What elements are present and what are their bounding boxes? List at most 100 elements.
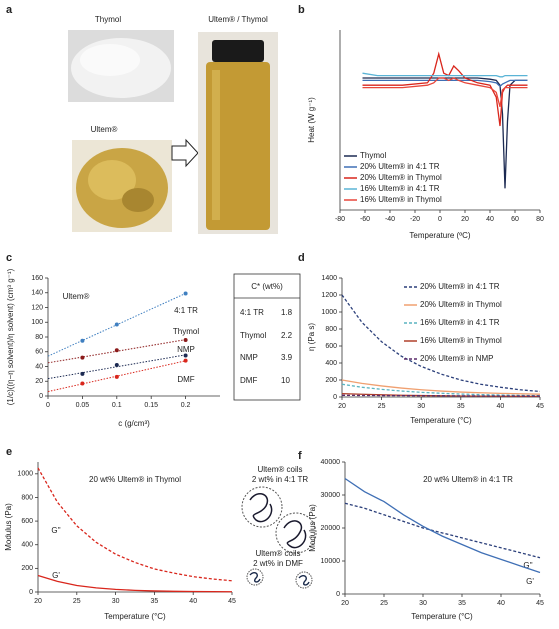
data-point — [183, 353, 188, 358]
data-point — [183, 358, 188, 363]
legend-label: 20% Ultem® in NMP — [420, 354, 493, 363]
series-label: G' — [52, 571, 60, 580]
x-tick-label: 20 — [34, 598, 42, 605]
panel-label: b — [298, 4, 305, 16]
x-tick-label: 30 — [112, 598, 120, 605]
table-cell: 2.2 — [281, 331, 293, 340]
x-tick-label: 25 — [378, 403, 386, 410]
x-tick-label: 80 — [536, 216, 544, 223]
data-line — [341, 379, 541, 395]
y-tick-label: 1000 — [321, 309, 337, 316]
data-line — [341, 394, 540, 397]
data-line — [362, 51, 528, 127]
schematic-label: 2 wt% in DMF — [253, 559, 303, 568]
y-tick-label: 1200 — [321, 292, 337, 299]
table-cell: NMP — [240, 353, 258, 362]
data-line — [362, 72, 528, 78]
series-label: 4:1 TR — [174, 306, 198, 315]
data-point — [183, 291, 188, 296]
series-label: DMF — [177, 375, 194, 384]
x-tick-label: 20 — [338, 403, 346, 410]
chart-title: 20 wt% Ultem® in Thymol — [89, 475, 181, 484]
y-tick-label: 800 — [21, 494, 33, 501]
data-line — [37, 574, 233, 593]
x-tick-label: 35 — [458, 600, 466, 607]
data-point — [114, 374, 119, 379]
x-tick-label: 0.1 — [112, 402, 122, 409]
x-tick-label: 0.2 — [181, 402, 191, 409]
panel-label: e — [6, 446, 12, 458]
schematic-label: Ultem® coils — [255, 549, 300, 558]
y-tick-label: 0 — [29, 589, 33, 596]
y-tick-label: 20000 — [321, 525, 341, 532]
y-tick-label: 400 — [21, 542, 33, 549]
x-tick-label: 40 — [497, 403, 505, 410]
y-tick-label: 800 — [325, 326, 337, 333]
y-tick-label: 100 — [31, 319, 43, 326]
x-tick-label: 20 — [341, 600, 349, 607]
x-axis-label: Temperature (ºC) — [409, 231, 470, 240]
x-tick-label: 45 — [228, 598, 236, 605]
table — [233, 273, 301, 401]
y-tick-label: 80 — [35, 334, 43, 341]
x-tick-label: 0 — [46, 402, 50, 409]
thymol-photo — [68, 30, 174, 102]
vial-photo — [198, 32, 278, 234]
x-tick-label: 0.05 — [76, 402, 90, 409]
table-header: C* (wt%) — [251, 282, 283, 291]
x-tick-label: 25 — [380, 600, 388, 607]
y-tick-label: 40000 — [321, 459, 341, 466]
data-line — [341, 294, 541, 393]
data-point — [80, 371, 85, 376]
x-tick-label: 0.15 — [144, 402, 158, 409]
legend-label: Thymol — [360, 151, 386, 160]
y-tick-label: 10000 — [321, 558, 341, 565]
legend-label: 20% Ultem® in 4:1 TR — [420, 282, 500, 291]
x-tick-label: 40 — [497, 600, 505, 607]
y-axis-label: Heat (W g⁻¹) — [307, 97, 316, 143]
table-cell: Thymol — [240, 331, 266, 340]
x-tick-label: -40 — [385, 216, 395, 223]
y-tick-label: 1000 — [17, 471, 33, 478]
schematic-label: 2 wt% in 4:1 TR — [252, 475, 309, 484]
y-tick-label: 0 — [39, 393, 43, 400]
table-cell: 1.8 — [281, 308, 293, 317]
y-tick-label: 0 — [336, 591, 340, 598]
ultem-photo — [72, 140, 172, 232]
y-tick-label: 160 — [31, 275, 43, 282]
chart-title: 20 wt% Ultem® in 4:1 TR — [423, 475, 513, 484]
legend-label: 16% Ultem® in 4:1 TR — [360, 184, 440, 193]
data-point — [114, 322, 119, 327]
x-tick-label: -80 — [335, 216, 345, 223]
table-cell: 4:1 TR — [240, 308, 264, 317]
x-tick-label: 35 — [151, 598, 159, 605]
data-point — [80, 355, 85, 360]
x-tick-label: 40 — [189, 598, 197, 605]
y-tick-label: 400 — [325, 360, 337, 367]
series-label: NMP — [177, 345, 195, 354]
y-tick-label: 0 — [333, 394, 337, 401]
x-tick-label: 60 — [511, 216, 519, 223]
legend-label: 16% Ultem® in Thymol — [360, 195, 442, 204]
x-tick-label: -20 — [410, 216, 420, 223]
legend-label: 20% Ultem® in Thymol — [360, 173, 442, 182]
y-axis-label: η (Pa s) — [307, 323, 316, 351]
series-label: Thymol — [173, 327, 199, 336]
legend-label: 16% Ultem® in 4:1 TR — [420, 318, 500, 327]
y-axis-label: Modulus (Pa) — [4, 503, 13, 551]
data-line — [344, 502, 541, 559]
photo-label: Ultem® / Thymol — [208, 15, 268, 24]
coil-schematic — [246, 568, 313, 589]
y-tick-label: 200 — [21, 565, 33, 572]
legend-label: 16% Ultem® in Thymol — [420, 336, 502, 345]
table-cell: DMF — [240, 376, 257, 385]
x-tick-label: 30 — [419, 600, 427, 607]
data-point — [80, 381, 85, 386]
data-line — [37, 467, 233, 582]
y-tick-label: 40 — [35, 363, 43, 370]
photo-label: Ultem® — [91, 125, 118, 134]
table-cell: 3.9 — [281, 353, 293, 362]
x-tick-label: 35 — [457, 403, 465, 410]
y-tick-label: 30000 — [321, 492, 341, 499]
x-tick-label: 40 — [486, 216, 494, 223]
